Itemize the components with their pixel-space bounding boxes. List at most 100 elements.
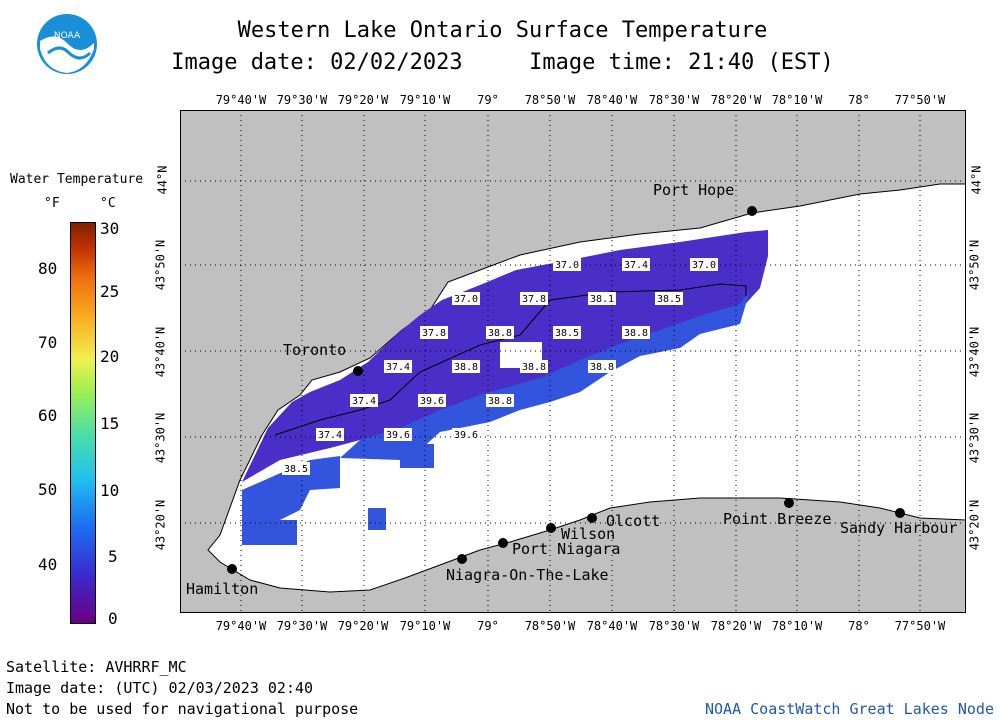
lake-map[interactable]: 37.0 37.4 37.0 37.0 37.8 38.1 38.5 37.8 … (180, 110, 966, 613)
place-label-niagara-on-the-lake: Niagra-On-The-Lake (446, 566, 609, 584)
lon-tick-top: 79°20'W (337, 93, 389, 107)
logo-text: NOAA (54, 31, 81, 41)
lat-tick-right: 44°N (969, 165, 984, 195)
temp-label: 38.8 (488, 328, 512, 339)
lat-tick-right: 43°30'N (967, 412, 982, 464)
temp-label: 37.0 (555, 260, 579, 271)
lon-tick-bottom: 78°20'W (710, 619, 762, 633)
lon-tick-bottom: 78°10'W (771, 619, 823, 633)
temp-label: 39.6 (420, 396, 444, 407)
place-label-olcott: Olcott (606, 512, 661, 530)
temp-label: 37.4 (318, 430, 342, 441)
lon-tick-top: 78°30'W (648, 93, 700, 107)
legend-title: Water Temperature (10, 172, 144, 187)
lon-tick-top: 78° (848, 93, 870, 107)
temp-label: 38.8 (488, 396, 512, 407)
temp-label: 38.5 (284, 464, 308, 475)
lon-tick-bottom: 79°30'W (276, 619, 328, 633)
lon-tick-top: 78°40'W (586, 93, 638, 107)
temp-label: 37.4 (624, 260, 648, 271)
temp-label: 38.1 (590, 294, 614, 305)
legend-c-tick: 15 (100, 414, 120, 433)
lon-tick-top: 79°40'W (215, 93, 267, 107)
image-time-label: Image time: 21:40 (EST) (529, 50, 834, 75)
temp-label: 37.4 (386, 362, 410, 373)
map-title: Western Lake Ontario Surface Temperature (237, 18, 768, 43)
temp-label: 39.6 (386, 430, 410, 441)
temp-label: 38.8 (590, 362, 614, 373)
lon-tick-top: 78°50'W (524, 93, 576, 107)
legend-c-tick: 20 (100, 347, 120, 366)
legend-c-tick: 25 (100, 282, 120, 301)
lon-tick-bottom: 77°50'W (894, 619, 946, 633)
toronto-marker (353, 366, 363, 376)
point-breeze-marker (784, 498, 794, 508)
lon-tick-bottom: 79°40'W (215, 619, 267, 633)
temp-label: 37.0 (692, 260, 716, 271)
lat-tick-left: 43°50'N (153, 239, 168, 291)
temperature-field-cell (242, 520, 297, 545)
temp-label: 37.8 (522, 294, 546, 305)
footer-satellite: Satellite: AVHRRF_MC (6, 658, 187, 676)
place-label-port-niagara: Port Niagara (512, 540, 621, 558)
lon-tick-bottom: 78° (848, 619, 870, 633)
map-subtitle: Image date: 02/02/2023 Image time: 21:40… (0, 50, 1005, 75)
wilson-marker (546, 523, 556, 533)
legend-f-tick: 40 (38, 555, 58, 574)
lon-tick-top: 78°10'W (771, 93, 823, 107)
color-scale-bar (70, 222, 96, 624)
place-label-toronto: Toronto (283, 341, 347, 359)
legend-c-tick: 30 (100, 219, 120, 238)
lat-tick-right: 43°40'N (967, 326, 982, 378)
lon-tick-bottom: 78°50'W (524, 619, 576, 633)
footer-disclaimer: Not to be used for navigational purpose (6, 700, 359, 718)
legend-f-tick: 80 (38, 259, 58, 278)
lat-tick-right: 43°50'N (967, 239, 982, 291)
port-niagara-marker (498, 538, 508, 548)
place-label-sandy-harbour: Sandy Harbour (840, 519, 958, 537)
legend-unit-f: °F (44, 196, 60, 211)
lat-tick-left: 43°30'N (153, 412, 168, 464)
graticule (180, 110, 966, 613)
noaa-logo: NOAA (36, 13, 98, 75)
temp-label: 38.5 (555, 328, 579, 339)
niagara-on-the-lake-marker (457, 554, 467, 564)
temperature-isoline (274, 283, 747, 436)
lon-tick-bottom: 78°40'W (586, 619, 638, 633)
place-label-hamilton: Hamilton (186, 580, 259, 598)
temp-label: 38.5 (657, 294, 681, 305)
lon-tick-bottom: 79°20'W (337, 619, 389, 633)
noaa-logo-icon: NOAA (37, 14, 97, 74)
hamilton-marker (227, 564, 237, 574)
olcott-marker (587, 513, 597, 523)
temp-label: 38.8 (454, 362, 478, 373)
temp-label: 37.0 (454, 294, 478, 305)
lon-tick-bottom: 78°30'W (648, 619, 700, 633)
legend-c-tick: 5 (108, 547, 118, 566)
place-label-point-breeze: Point Breeze (723, 510, 832, 528)
legend-unit-c: °C (100, 196, 116, 211)
lon-tick-top: 78°20'W (710, 93, 762, 107)
footer-utc-date: Image date: (UTC) 02/03/2023 02:40 (6, 679, 314, 697)
lat-tick-left: 44°N (155, 165, 170, 195)
lat-tick-left: 43°40'N (153, 326, 168, 378)
temp-label: 37.8 (422, 328, 446, 339)
temperature-field-southwest (242, 456, 340, 520)
lat-tick-left: 43°20'N (153, 499, 168, 551)
temperature-labels: 37.0 37.4 37.0 37.0 37.8 38.1 38.5 37.8 … (282, 258, 718, 475)
temperature-field-cell (368, 508, 386, 530)
temperature-field-cell (400, 444, 434, 468)
lake-water (207, 183, 966, 593)
temp-label: 38.8 (624, 328, 648, 339)
lon-tick-bottom: 79° (477, 619, 499, 633)
temperature-field-warm (340, 290, 750, 460)
footer-credit: NOAA CoastWatch Great Lakes Node (705, 700, 994, 718)
image-date-label: Image date: 02/02/2023 (171, 50, 463, 75)
legend-c-tick: 10 (100, 481, 120, 500)
lon-tick-bottom: 79°10'W (399, 619, 451, 633)
lon-tick-top: 79°30'W (276, 93, 328, 107)
legend-f-tick: 50 (38, 480, 58, 499)
lon-tick-top: 79° (477, 93, 499, 107)
legend-f-tick: 60 (38, 406, 58, 425)
lat-tick-right: 43°20'N (967, 499, 982, 551)
